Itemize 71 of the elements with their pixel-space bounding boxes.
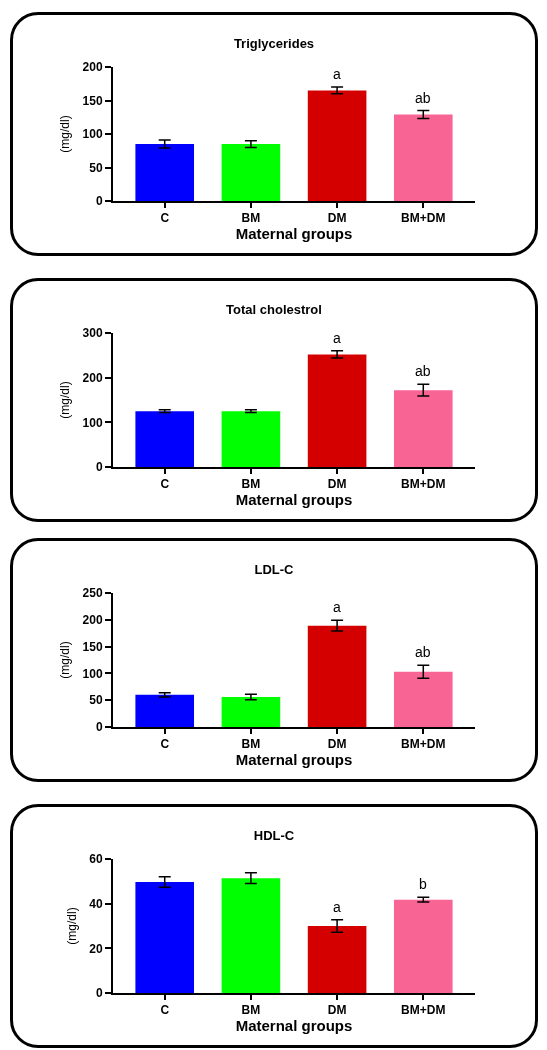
x-tick-label: BM [241, 211, 261, 226]
annotation: ab [415, 90, 431, 106]
x-tick-label: C [160, 737, 170, 752]
chart-title: LDL-C [254, 561, 295, 577]
y-tick-label: 40 [89, 896, 103, 911]
chart-title: Total cholestrol [226, 301, 322, 317]
bar [221, 696, 281, 727]
y-tick-label: 300 [82, 326, 103, 341]
annotation: ab [415, 363, 431, 379]
x-tick-label: DM [327, 1003, 347, 1018]
x-axis-title: Maternal groups [235, 1017, 353, 1035]
y-tick-label: 250 [82, 586, 103, 601]
x-tick-label: DM [327, 737, 347, 752]
x-tick-label: DM [327, 211, 347, 226]
bar [307, 625, 367, 727]
bar [307, 90, 367, 201]
y-tick-label: 200 [82, 613, 103, 627]
annotation: a [333, 899, 341, 915]
bar [221, 411, 281, 467]
x-tick-label: BM [241, 477, 261, 492]
bar [135, 882, 195, 993]
x-tick-label: C [160, 1003, 170, 1018]
y-tick-label: 0 [95, 194, 103, 209]
y-tick-label: 100 [82, 127, 103, 142]
y-tick-label: 50 [89, 160, 103, 175]
y-tick-label: 200 [82, 370, 103, 385]
x-axis-title: Maternal groups [235, 751, 353, 769]
bar [221, 878, 281, 993]
bar [135, 694, 195, 727]
x-tick-label: C [160, 477, 170, 492]
chart-title: HDL-C [253, 827, 295, 843]
y-tick-label: 150 [82, 639, 103, 654]
x-tick-label: BM+DM [401, 737, 446, 752]
y-tick-label: 50 [89, 693, 103, 708]
bar [135, 411, 195, 467]
y-tick-label: 100 [82, 415, 103, 430]
y-tick-label: 0 [95, 720, 103, 735]
annotation: a [333, 66, 341, 82]
y-axis-title: (mg/dl) [58, 381, 73, 419]
y-tick-label: 60 [89, 852, 103, 867]
x-tick-label: C [160, 211, 170, 226]
y-tick-label: 200 [82, 60, 103, 75]
bar [393, 114, 453, 201]
bar [135, 144, 195, 201]
y-tick-label: 0 [95, 460, 103, 475]
x-axis-title: Maternal groups [235, 225, 353, 243]
x-axis-title: Maternal groups [235, 491, 353, 509]
y-tick-label: 20 [89, 941, 103, 956]
y-tick-label: 0 [95, 986, 103, 1001]
annotation: a [333, 599, 341, 615]
x-tick-label: BM [241, 737, 261, 752]
y-tick-label: 100 [82, 666, 103, 681]
annotation: a [333, 330, 341, 346]
y-tick-label: 150 [82, 93, 103, 108]
y-axis-title: (mg/dl) [58, 115, 73, 153]
bar [393, 899, 453, 993]
y-axis-title: (mg/dl) [58, 641, 73, 679]
bar [393, 671, 453, 727]
annotation: b [419, 876, 427, 892]
annotation: ab [415, 644, 431, 660]
y-axis-title: (mg/dl) [65, 907, 80, 945]
bar [307, 354, 367, 467]
bar [221, 144, 281, 201]
x-tick-label: BM+DM [401, 211, 446, 226]
x-tick-label: BM+DM [401, 1003, 446, 1018]
bar [307, 926, 367, 993]
x-tick-label: BM+DM [401, 477, 446, 492]
x-tick-label: DM [327, 477, 347, 492]
chart-title: Triglycerides [233, 35, 315, 51]
bar [393, 390, 453, 467]
x-tick-label: BM [241, 1003, 261, 1018]
